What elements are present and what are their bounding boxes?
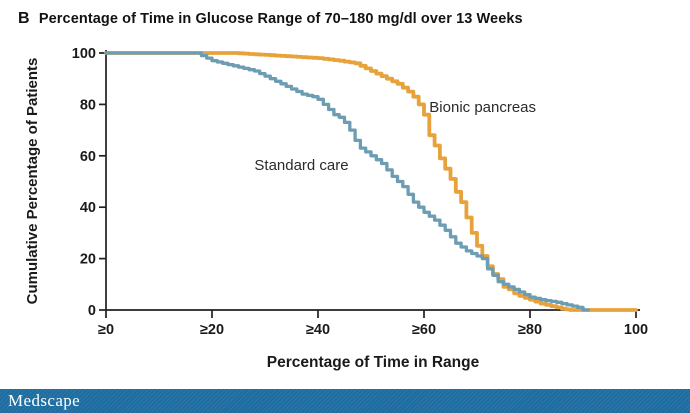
- y-tick-label: 20: [80, 252, 96, 268]
- x-axis-label: Percentage of Time in Range: [267, 354, 480, 371]
- series-curve-bionic-pancreas: [104, 51, 638, 312]
- series-label-bionic-pancreas: Bionic pancreas: [429, 99, 536, 116]
- x-tick-label: ≥60: [412, 322, 436, 338]
- figure-title: B Percentage of Time in Glucose Range of …: [18, 10, 523, 28]
- y-tick-label: 100: [72, 46, 96, 62]
- chart-canvas: ≥0 ≥20 ≥40 ≥60 ≥80 100 0 20 40 60 80 100 Percentage …: [24, 46, 648, 371]
- y-tick-label: 0: [88, 303, 96, 319]
- x-tick-label: 100: [624, 322, 648, 338]
- medscape-logo[interactable]: Medscape: [8, 391, 81, 410]
- y-tick-label: 80: [80, 97, 96, 113]
- y-axis-label: Cumulative Percentage of Patients: [24, 58, 41, 305]
- series-label-standard-care: Standard care: [254, 157, 348, 174]
- x-tick-label: ≥40: [306, 322, 330, 338]
- y-tick-label: 60: [80, 149, 96, 165]
- series-curve-standard-care: [104, 51, 590, 312]
- footer-brand-bar: Medscape: [0, 389, 690, 413]
- y-tick-label: 40: [80, 200, 96, 216]
- x-tick-label: ≥80: [518, 322, 542, 338]
- panel-letter: B: [18, 10, 30, 27]
- x-tick-label: ≥20: [200, 322, 224, 338]
- footer-hatch-texture: [0, 389, 690, 413]
- x-tick-label: ≥0: [98, 322, 114, 338]
- title-text: Percentage of Time in Glucose Range of 7…: [38, 11, 523, 27]
